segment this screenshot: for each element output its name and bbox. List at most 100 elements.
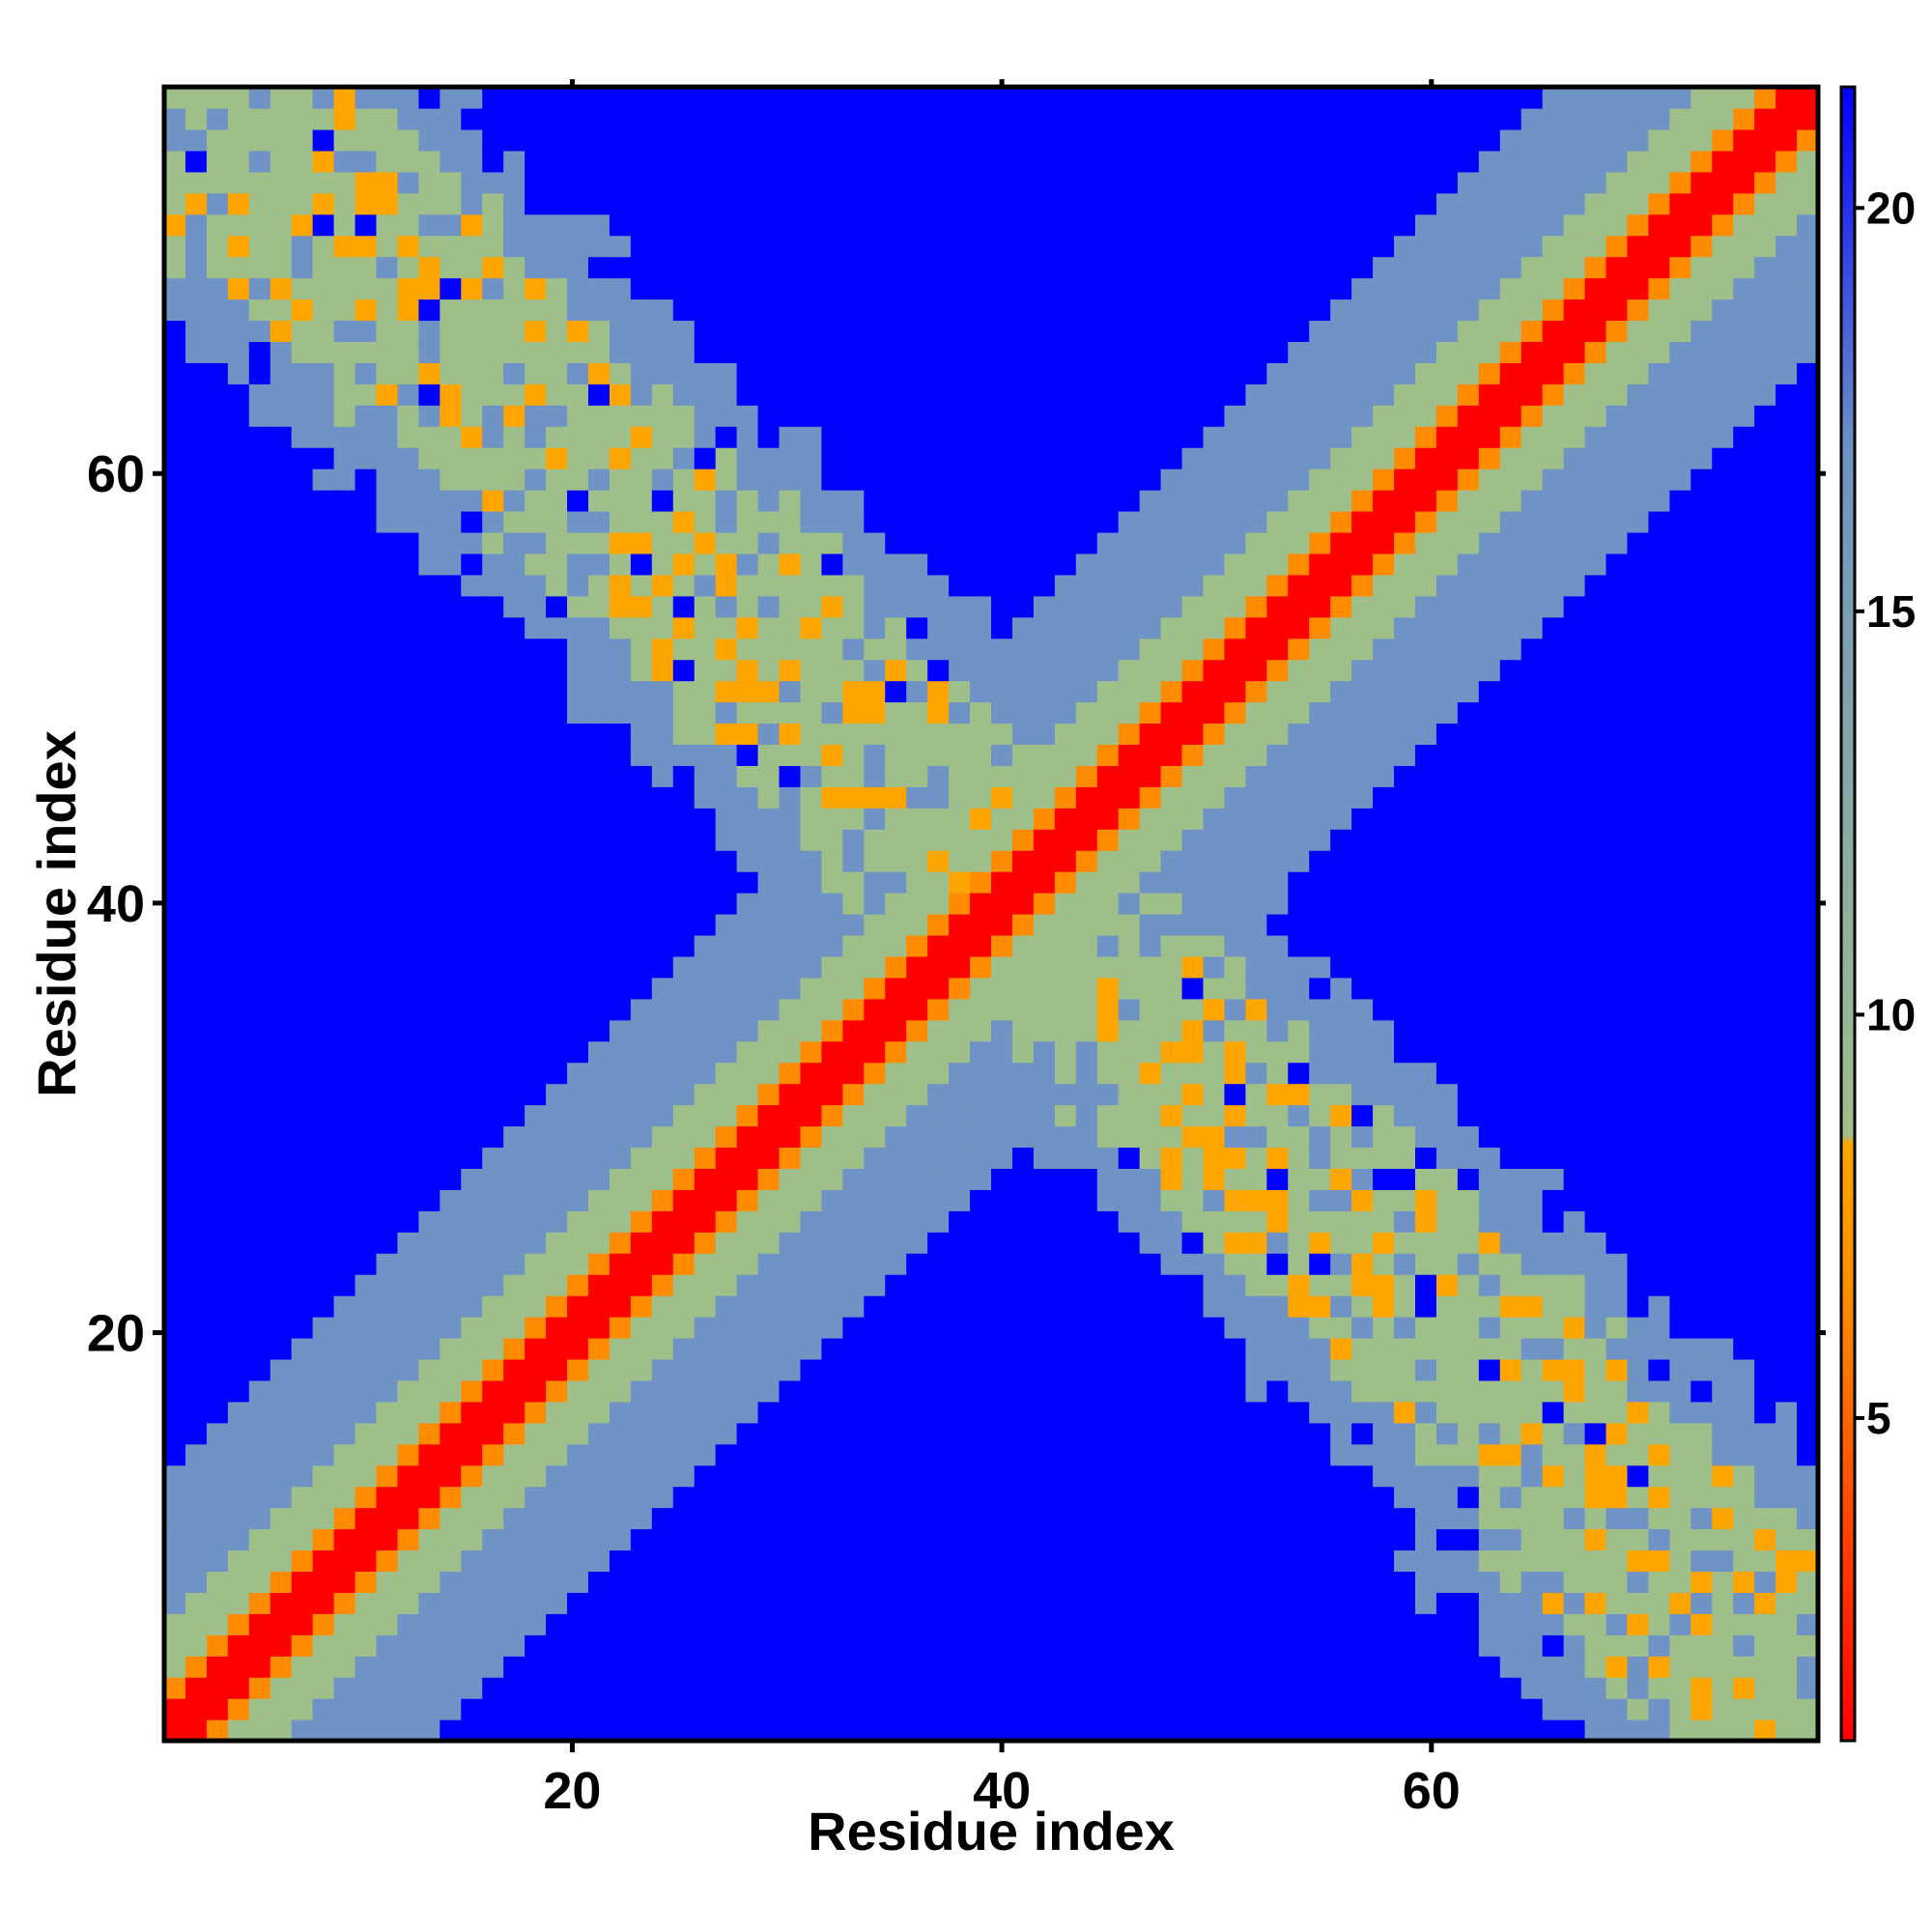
heatmap-cell <box>376 977 399 1000</box>
heatmap-cell <box>927 405 950 427</box>
heatmap-cell <box>270 1677 293 1699</box>
heatmap-cell <box>757 1634 781 1657</box>
heatmap-cell <box>694 680 717 703</box>
heatmap-cell <box>779 680 802 703</box>
heatmap-cell <box>1160 1062 1183 1085</box>
heatmap-cell <box>587 128 611 152</box>
heatmap-cell <box>1414 977 1437 1000</box>
heatmap-cell <box>482 977 504 1000</box>
heatmap-cell <box>546 1464 568 1488</box>
heatmap-cell <box>355 744 378 766</box>
heatmap-cell <box>651 914 674 936</box>
heatmap-cell <box>270 1401 293 1424</box>
heatmap-cell <box>864 1549 886 1573</box>
heatmap-cell <box>312 871 335 894</box>
heatmap-cell <box>821 659 843 682</box>
heatmap-cell <box>1373 362 1395 384</box>
heatmap-cell <box>864 447 886 469</box>
heatmap-cell <box>800 1613 823 1635</box>
heatmap-cell <box>906 1401 928 1424</box>
heatmap-cell <box>630 1464 653 1488</box>
heatmap-cell <box>1054 1677 1077 1699</box>
heatmap-cell <box>418 1040 440 1064</box>
heatmap-cell <box>185 1317 208 1339</box>
heatmap-cell <box>885 213 907 237</box>
heatmap-cell <box>1181 1443 1205 1466</box>
heatmap-cell <box>206 744 229 766</box>
heatmap-cell <box>651 320 674 342</box>
heatmap-cell <box>248 1253 271 1275</box>
heatmap-cell <box>1266 1019 1289 1042</box>
heatmap-cell <box>1075 1549 1098 1573</box>
heatmap-cell <box>672 1104 696 1127</box>
heatmap-cell <box>1499 1571 1522 1593</box>
heatmap-cell <box>1394 1083 1416 1106</box>
heatmap-cell <box>1011 1317 1035 1339</box>
heatmap-cell <box>1011 192 1035 215</box>
heatmap-cell <box>864 1125 886 1149</box>
heatmap-cell <box>587 659 611 682</box>
heatmap-cell <box>821 723 843 746</box>
heatmap-cell <box>609 235 632 258</box>
heatmap-cell <box>248 298 271 322</box>
heatmap-cell <box>991 1019 1013 1042</box>
heatmap-cell <box>440 659 462 682</box>
heatmap-cell <box>248 1613 271 1635</box>
heatmap-cell <box>672 744 696 766</box>
heatmap-cell <box>949 1571 971 1593</box>
heatmap-cell <box>1499 171 1522 194</box>
heatmap-cell <box>885 235 907 258</box>
heatmap-cell <box>355 150 378 173</box>
heatmap-cell <box>1224 1464 1246 1488</box>
heatmap-cell <box>672 362 696 384</box>
heatmap-cell <box>757 616 781 639</box>
heatmap-cell <box>376 871 399 894</box>
heatmap-cell <box>1224 213 1246 237</box>
heatmap-cell <box>440 1337 462 1360</box>
heatmap-cell <box>949 107 971 130</box>
heatmap-cell <box>672 659 696 682</box>
heatmap-cell <box>1075 1592 1098 1614</box>
heatmap-cell <box>546 1719 568 1742</box>
heatmap-cell <box>1478 1019 1501 1042</box>
heatmap-cell <box>1478 235 1501 258</box>
heatmap-cell <box>397 531 419 554</box>
heatmap-cell <box>1011 150 1035 173</box>
heatmap-cell <box>1309 469 1331 491</box>
heatmap-cell <box>1435 680 1459 703</box>
heatmap-cell <box>715 1677 738 1699</box>
heatmap-cell <box>397 574 419 597</box>
heatmap-cell <box>1351 574 1374 597</box>
heatmap-cell <box>694 553 717 576</box>
heatmap-cell <box>1478 765 1501 787</box>
heatmap-cell <box>525 638 547 661</box>
heatmap-cell <box>482 405 504 427</box>
heatmap-cell <box>1054 744 1077 766</box>
heatmap-cell <box>1160 829 1183 851</box>
heatmap-cell <box>376 320 399 342</box>
heatmap-cell <box>1394 447 1416 469</box>
heatmap-cell <box>587 531 611 554</box>
heatmap-cell <box>842 616 865 639</box>
heatmap-cell <box>1139 1571 1162 1593</box>
heatmap-cell <box>1096 998 1120 1021</box>
heatmap-cell <box>927 638 950 661</box>
heatmap-cell <box>418 998 440 1021</box>
heatmap-cell <box>567 1507 589 1530</box>
heatmap-cell <box>1054 490 1077 512</box>
heatmap-cell <box>1203 574 1226 597</box>
heatmap-cell <box>672 1443 696 1466</box>
heatmap-cell <box>1478 87 1501 109</box>
heatmap-cell <box>800 701 823 724</box>
heatmap-cell <box>672 426 696 448</box>
heatmap-cell <box>587 1613 611 1635</box>
heatmap-cell <box>1054 235 1077 258</box>
heatmap-cell <box>1414 1698 1437 1720</box>
heatmap-cell <box>927 426 950 448</box>
heatmap-cell <box>885 1295 907 1318</box>
heatmap-cell <box>1414 701 1437 724</box>
heatmap-cell <box>291 277 314 300</box>
heatmap-cell <box>291 616 314 639</box>
heatmap-cell <box>1351 1168 1374 1190</box>
heatmap-cell <box>418 128 440 152</box>
